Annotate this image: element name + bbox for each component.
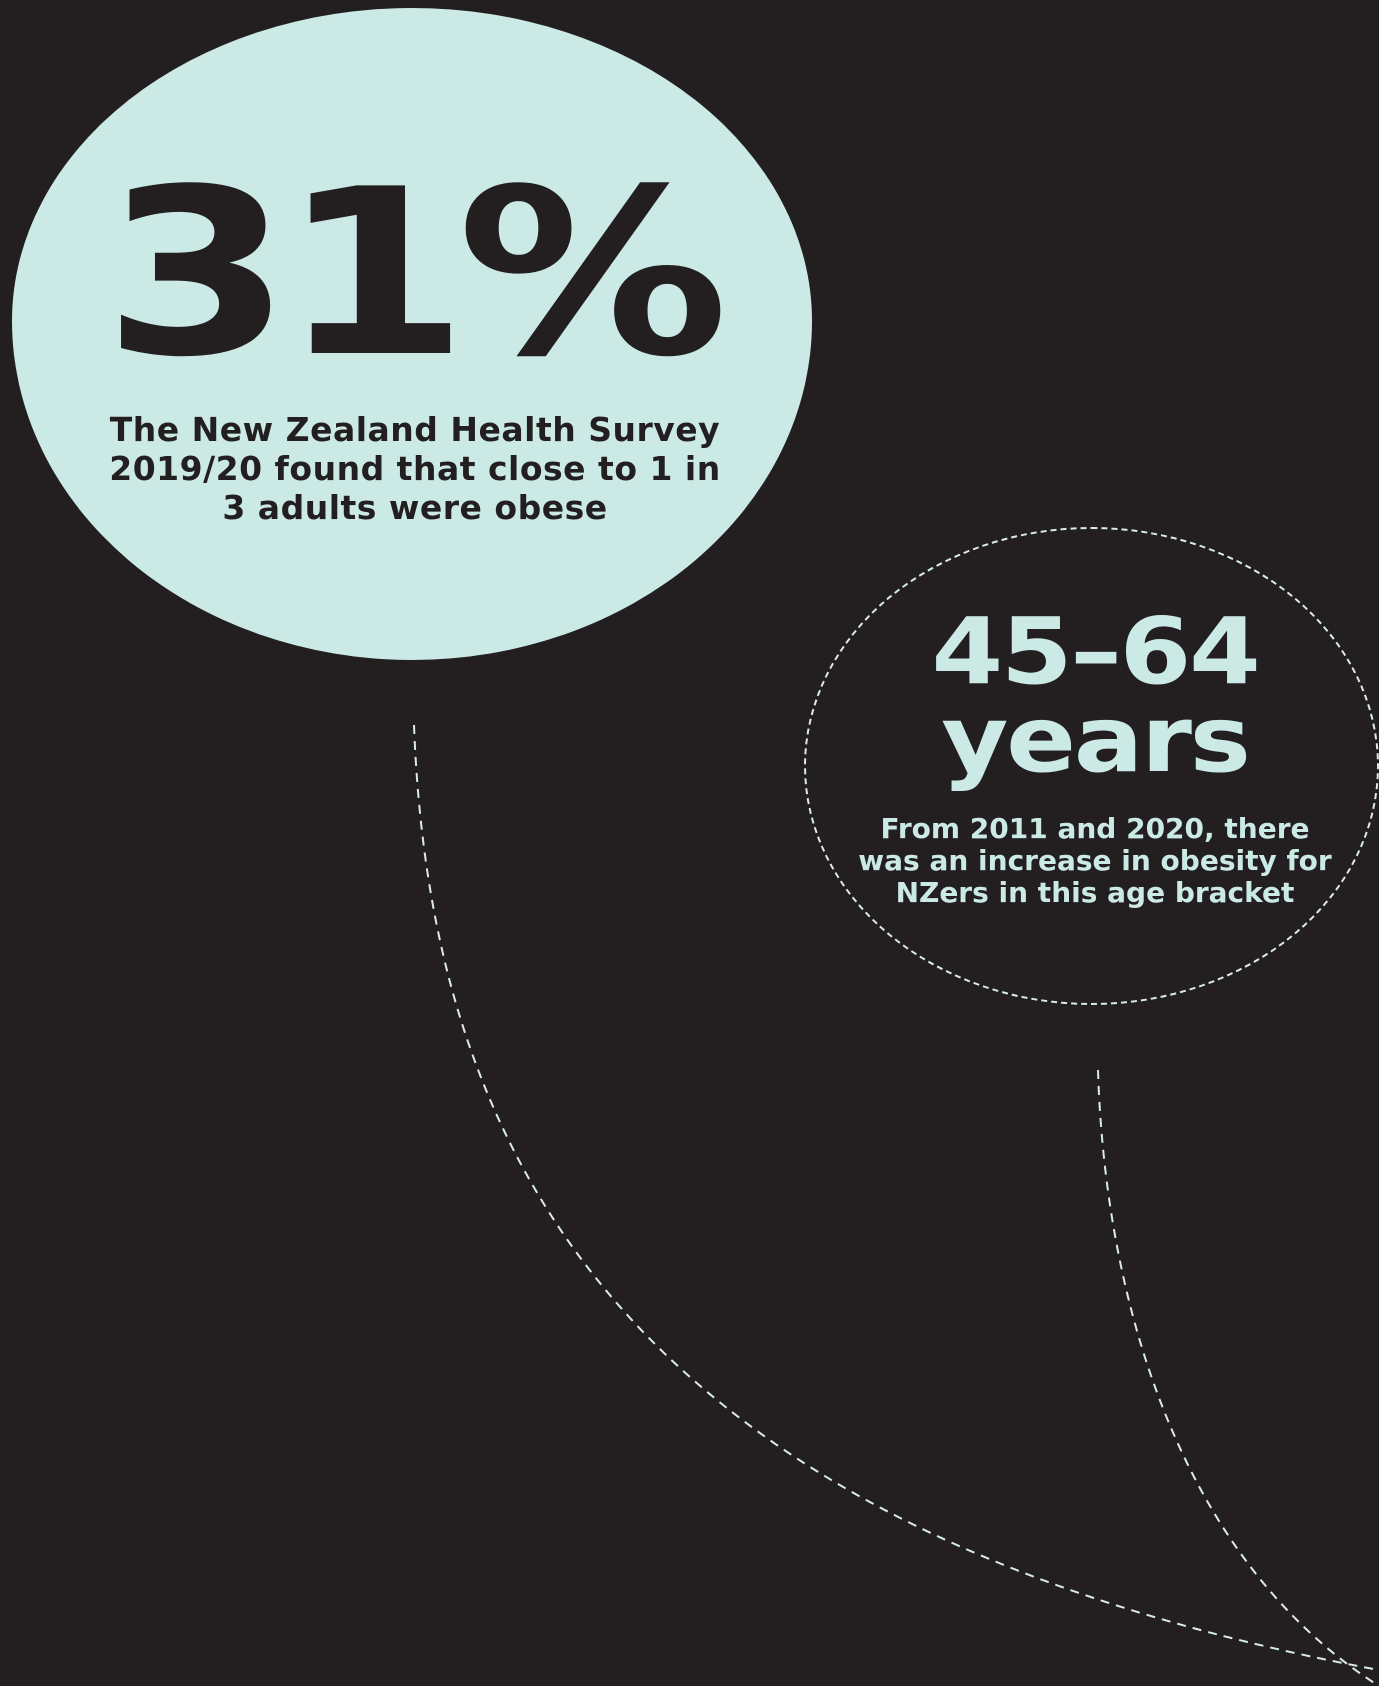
secondary-stat-bubble [804,527,1379,1005]
primary-stat-caption: The New Zealand Health Survey 2019/20 fo… [109,410,721,527]
primary-stat-value: 31% [102,141,729,408]
primary-stat-bubble [12,8,812,660]
dashed-connector-right [1097,1069,1379,1686]
dashed-connector-left [413,724,1379,1671]
secondary-stat-unit: years [941,686,1251,793]
secondary-stat-caption: From 2011 and 2020, there was an increas… [858,812,1332,909]
secondary-stat-range: 45–64 [931,598,1260,705]
secondary-stat-value: 45–64 years [826,598,1364,793]
